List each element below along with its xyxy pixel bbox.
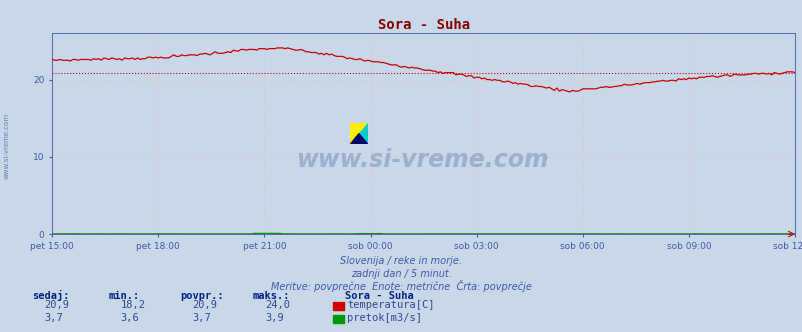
Text: Slovenija / reke in morje.: Slovenija / reke in morje. — [340, 256, 462, 266]
Text: maks.:: maks.: — [253, 291, 290, 301]
Text: 18,2: 18,2 — [120, 300, 145, 310]
Text: sedaj:: sedaj: — [32, 290, 70, 301]
Polygon shape — [350, 123, 367, 144]
Text: min.:: min.: — [108, 291, 140, 301]
Polygon shape — [350, 123, 367, 144]
Title: Sora - Suha: Sora - Suha — [377, 18, 469, 32]
Text: www.si-vreme.com: www.si-vreme.com — [3, 113, 10, 179]
Text: Sora - Suha: Sora - Suha — [345, 291, 414, 301]
Text: zadnji dan / 5 minut.: zadnji dan / 5 minut. — [350, 269, 452, 279]
Text: 24,0: 24,0 — [265, 300, 290, 310]
Text: 3,9: 3,9 — [265, 313, 283, 323]
Polygon shape — [350, 134, 367, 144]
Text: 20,9: 20,9 — [44, 300, 69, 310]
Text: 3,6: 3,6 — [120, 313, 139, 323]
Text: pretok[m3/s]: pretok[m3/s] — [346, 313, 421, 323]
Text: povpr.:: povpr.: — [180, 291, 224, 301]
Text: www.si-vreme.com: www.si-vreme.com — [297, 148, 549, 172]
Text: temperatura[C]: temperatura[C] — [346, 300, 434, 310]
Text: 20,9: 20,9 — [192, 300, 217, 310]
Text: 3,7: 3,7 — [44, 313, 63, 323]
Text: 3,7: 3,7 — [192, 313, 211, 323]
Text: Meritve: povprečne  Enote: metrične  Črta: povprečje: Meritve: povprečne Enote: metrične Črta:… — [271, 281, 531, 292]
